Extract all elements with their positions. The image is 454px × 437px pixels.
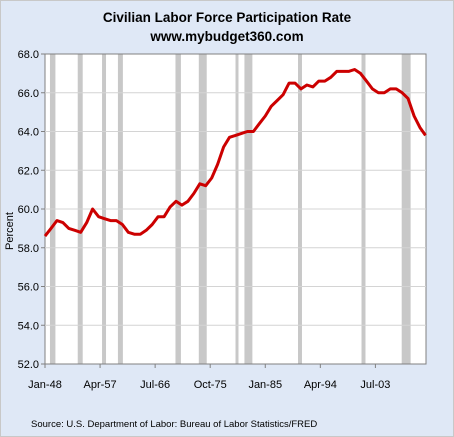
x-tick-label-3: Oct-75 xyxy=(194,379,227,391)
y-tick-label-2: 56.0 xyxy=(18,282,39,294)
x-tick-label-4: Jan-85 xyxy=(248,379,282,391)
y-tick-label-0: 52.0 xyxy=(18,359,39,371)
y-tick-label-7: 66.0 xyxy=(18,88,39,100)
x-tick-label-2: Jul-66 xyxy=(140,379,170,391)
y-tick-label-6: 64.0 xyxy=(18,127,39,139)
y-axis-label: Percent xyxy=(4,212,16,250)
y-tick-label-5: 62.0 xyxy=(18,165,39,177)
chart-title: Civilian Labor Force Participation Rate xyxy=(102,10,352,25)
y-tick-label-4: 60.0 xyxy=(18,204,39,216)
x-tick-label-0: Jan-48 xyxy=(28,379,62,391)
chart-subtitle: www.mybudget360.com xyxy=(150,29,304,44)
x-tick-label-6: Jul-03 xyxy=(360,379,390,391)
series-line xyxy=(43,68,427,238)
y-tick-label-3: 58.0 xyxy=(18,243,39,255)
source-note: Source: U.S. Department of Labor: Bureau… xyxy=(31,419,318,430)
x-tick-label-1: Apr-57 xyxy=(84,379,117,391)
y-tick-label-8: 68.0 xyxy=(18,49,39,61)
y-tick-label-1: 54.0 xyxy=(18,320,39,332)
x-tick-label-5: Apr-94 xyxy=(304,379,337,391)
